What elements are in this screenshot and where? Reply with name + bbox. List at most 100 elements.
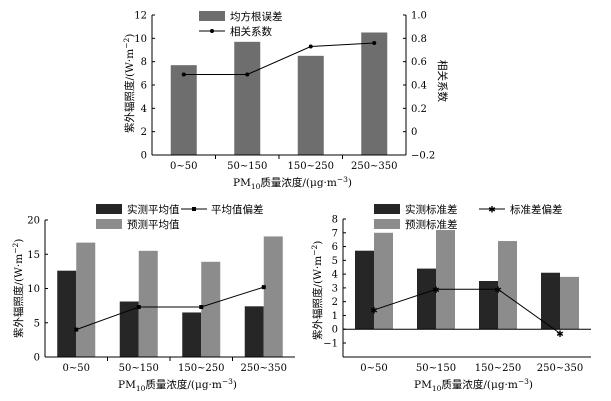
- top-ylabel-left-close: ): [124, 34, 136, 38]
- bl-ylabel-sup: −2: [11, 242, 20, 253]
- bl-xlabel-close: ): [233, 379, 237, 391]
- bl-xlabel: PM10质量浓度/(μg·m−3): [118, 377, 237, 393]
- br-ytick-label: 7: [332, 228, 338, 239]
- top-xtick-label: 0~50: [170, 161, 197, 172]
- top-xlabel-main: PM: [233, 177, 251, 189]
- bl-xlabel-sub: 10: [136, 384, 146, 393]
- br-xtick-label: 150~250: [475, 363, 522, 374]
- legend-marker-std-bias: ✱: [488, 206, 496, 216]
- br-bar-predicted: [498, 241, 517, 330]
- legend-label-rmse: 均方根误差: [230, 10, 283, 23]
- bl-ylabel-close: ): [13, 239, 25, 243]
- br-xtick-label: 50~150: [416, 363, 456, 374]
- bl-bias-line: [76, 286, 264, 331]
- bl-xlabel-sup: −3: [222, 377, 233, 386]
- top-ytick-right-label: −0.2: [411, 151, 435, 162]
- br-bar-predicted: [436, 230, 455, 330]
- top-ytick-label: 12: [134, 11, 147, 22]
- br-xlabel-main: PM: [414, 379, 432, 391]
- bl-xlabel-main: PM: [118, 379, 136, 391]
- br-xlabel-rest: 质量浓度/(μg·m: [441, 378, 518, 391]
- bl-ylabel: 紫外辐照度/(W·m−2): [11, 239, 25, 338]
- br-xtick-label: 250~350: [537, 363, 584, 374]
- bl-ytick-label: 15: [27, 250, 40, 261]
- legend-label-predicted-std: 预测标准差: [405, 218, 458, 231]
- bl-xtick-label: 250~350: [240, 363, 287, 374]
- br-bar-measured: [479, 281, 498, 330]
- bl-bar-measured: [119, 301, 139, 357]
- legend-label-corr: 相关系数: [230, 25, 272, 38]
- br-xlabel: PM10质量浓度/(μg·m−3): [414, 377, 533, 393]
- bottom-right-chart: ✱ ✱ ✱ ✱ −1 0 1 2 3 4 5 6 7 8 0~50 50~150 150~250 250~35…: [310, 203, 591, 393]
- legend-marker-corr: [210, 29, 214, 33]
- br-xtick-label: 0~50: [360, 363, 387, 374]
- top-ylabel-left: 紫外辐照度/(W·m−2): [122, 34, 136, 133]
- bl-bias-point: [74, 327, 79, 332]
- bl-bar-measured: [182, 312, 202, 357]
- top-corr-point: [308, 44, 313, 49]
- bl-bar-predicted: [201, 261, 221, 357]
- br-ytick-label: 1: [332, 311, 338, 322]
- bl-bar-predicted: [263, 236, 283, 357]
- top-ytick-right-label: 1.0: [411, 11, 427, 22]
- br-bias-point: ✱: [494, 286, 502, 296]
- br-ylabel-sup: −2: [310, 244, 319, 255]
- top-bar: [170, 65, 197, 155]
- legend-label-predicted-mean: 预测平均值: [127, 218, 180, 231]
- top-ylabel-left-sup: −2: [122, 37, 131, 48]
- bl-ytick-label: 20: [27, 216, 40, 227]
- br-bias-line: [373, 288, 561, 334]
- br-ytick-label: −1: [323, 339, 338, 350]
- br-ytick-label: 5: [332, 256, 338, 267]
- legend-swatch-measured-mean: [96, 204, 122, 214]
- br-ytick-label: 2: [332, 297, 338, 308]
- br-bar-measured: [355, 250, 374, 330]
- top-ylabel-right: 相关系数: [436, 60, 449, 102]
- bl-ylabel-main: 紫外辐照度/(W·m: [12, 254, 25, 338]
- top-ytick-right-label: 0.4: [411, 81, 427, 92]
- br-ylabel: 紫外辐照度/(W·m−2): [310, 241, 324, 340]
- bl-bar-measured: [244, 306, 264, 357]
- bl-ytick-label: 0: [34, 353, 40, 364]
- bl-xtick-label: 50~150: [119, 363, 159, 374]
- top-ylabel-left-main: 紫外辐照度/(W·m: [123, 49, 136, 133]
- top-bar: [234, 41, 261, 156]
- legend-swatch-predicted-std: [374, 219, 400, 229]
- top-xtick-label: 50~150: [227, 161, 267, 172]
- br-ytick-label: 8: [332, 215, 338, 226]
- legend-swatch-measured-std: [374, 204, 400, 214]
- legend-label-measured-mean: 实测平均值: [127, 203, 180, 216]
- br-xlabel-sup: −3: [518, 377, 529, 386]
- bl-bar-predicted: [138, 250, 158, 357]
- bl-xtick-label: 0~50: [63, 363, 90, 374]
- legend-marker-mean-bias: [192, 207, 196, 211]
- br-ytick-label: 4: [332, 270, 338, 281]
- top-ytick-label: 10: [134, 34, 147, 45]
- br-ylabel-main: 紫外辐照度/(W·m: [311, 256, 324, 340]
- top-corr-line: [183, 42, 375, 75]
- top-xtick-label: 250~350: [351, 161, 398, 172]
- top-ytick-label: 2: [141, 127, 147, 138]
- bl-xlabel-rest: 质量浓度/(μg·m: [145, 378, 222, 391]
- legend-label-measured-std: 实测标准差: [405, 203, 458, 216]
- top-xtick-label: 150~250: [287, 161, 334, 172]
- br-bias-point: ✱: [370, 306, 378, 316]
- br-ytick-label: 6: [332, 242, 338, 253]
- top-chart: 0 2 4 6 8 10 12 −0.2 0 0.2 0.4 0.6 0.8 1.0 0~50 50~15…: [122, 10, 449, 191]
- top-ytick-right-label: 0: [411, 127, 417, 138]
- top-corr-point: [245, 72, 250, 77]
- bl-bias-point: [199, 304, 204, 309]
- br-xlabel-sub: 10: [432, 384, 442, 393]
- bl-bias-point: [136, 304, 141, 309]
- top-xlabel-rest: 质量浓度/(μg·m: [260, 176, 337, 189]
- top-xlabel-sub: 10: [251, 182, 261, 191]
- top-bar: [297, 55, 324, 156]
- top-corr-point: [181, 72, 186, 77]
- top-bar: [361, 32, 388, 155]
- bl-ytick-label: 10: [27, 284, 40, 295]
- br-ytick-label: 3: [332, 283, 338, 294]
- br-bias-point: ✱: [556, 330, 564, 340]
- br-bias-point: ✱: [432, 286, 440, 296]
